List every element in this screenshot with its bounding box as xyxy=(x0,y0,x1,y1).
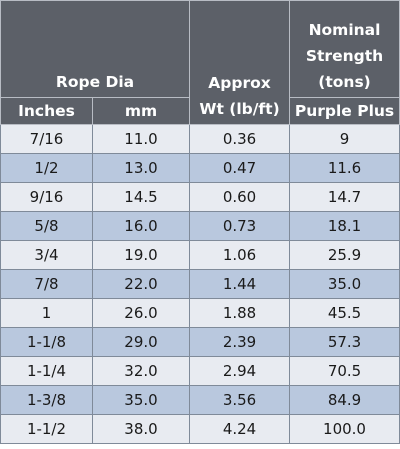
rope-dia-header: Rope Dia xyxy=(0,0,191,98)
mm-cell: 13.0 xyxy=(91,153,191,183)
table-row: 1-3/8 35.0 3.56 84.9 xyxy=(0,385,400,415)
table-row: 5/8 16.0 0.73 18.1 xyxy=(0,211,400,241)
strength-cell: 25.9 xyxy=(289,240,400,270)
strength-cell: 14.7 xyxy=(289,182,400,212)
mm-cell: 35.0 xyxy=(91,385,191,415)
table-row: 7/8 22.0 1.44 35.0 xyxy=(0,269,400,299)
weight-cell: 1.88 xyxy=(189,298,291,328)
weight-cell: 3.56 xyxy=(189,385,291,415)
strength-cell: 9 xyxy=(289,124,400,154)
weight-cell: 1.06 xyxy=(189,240,291,270)
approx-wt-header: Approx Wt (lb/ft) xyxy=(189,0,291,125)
mm-cell: 16.0 xyxy=(91,211,191,241)
mm-cell: 11.0 xyxy=(91,124,191,154)
table-row: 1/2 13.0 0.47 11.6 xyxy=(0,153,400,183)
weight-cell: 4.24 xyxy=(189,414,291,444)
nominal-strength-line-2: Strength xyxy=(305,47,384,65)
inches-cell: 1-1/2 xyxy=(0,414,93,444)
mm-cell: 26.0 xyxy=(91,298,191,328)
weight-cell: 1.44 xyxy=(189,269,291,299)
mm-cell: 32.0 xyxy=(91,356,191,386)
weight-cell: 0.47 xyxy=(189,153,291,183)
weight-cell: 0.60 xyxy=(189,182,291,212)
inches-header: Inches xyxy=(0,97,93,125)
table-row: 1-1/2 38.0 4.24 100.0 xyxy=(0,414,400,444)
mm-header: mm xyxy=(91,97,191,125)
strength-cell: 57.3 xyxy=(289,327,400,357)
weight-cell: 2.39 xyxy=(189,327,291,357)
strength-cell: 45.5 xyxy=(289,298,400,328)
table-body: 7/16 11.0 0.36 9 1/2 13.0 0.47 11.6 9/16 14.5 0.60… xyxy=(0,124,400,444)
mm-cell: 38.0 xyxy=(91,414,191,444)
inches-cell: 1 xyxy=(0,298,93,328)
table-row: 3/4 19.0 1.06 25.9 xyxy=(0,240,400,270)
table-row: 1 26.0 1.88 45.5 xyxy=(0,298,400,328)
table-row: 1-1/4 32.0 2.94 70.5 xyxy=(0,356,400,386)
strength-cell: 18.1 xyxy=(289,211,400,241)
weight-cell: 2.94 xyxy=(189,356,291,386)
header-row-top: Rope Dia Approx Wt (lb/ft) Nominal Stren… xyxy=(0,0,400,125)
strength-cell: 35.0 xyxy=(289,269,400,299)
strength-cell: 84.9 xyxy=(289,385,400,415)
inches-cell: 3/4 xyxy=(0,240,93,270)
nominal-strength-header: Nominal Strength (tons) xyxy=(289,0,400,98)
inches-cell: 1/2 xyxy=(0,153,93,183)
mm-cell: 14.5 xyxy=(91,182,191,212)
approx-wt-line-1: Approx xyxy=(208,74,271,92)
inches-cell: 9/16 xyxy=(0,182,93,212)
mm-cell: 29.0 xyxy=(91,327,191,357)
inches-cell: 1-1/4 xyxy=(0,356,93,386)
inches-cell: 1-1/8 xyxy=(0,327,93,357)
mm-cell: 22.0 xyxy=(91,269,191,299)
nominal-strength-line-3: (tons) xyxy=(318,73,371,91)
header-row-sub: Inches mm Purple Plus xyxy=(0,97,400,125)
inches-cell: 7/16 xyxy=(0,124,93,154)
table-row: 7/16 11.0 0.36 9 xyxy=(0,124,400,154)
inches-cell: 5/8 xyxy=(0,211,93,241)
strength-cell: 11.6 xyxy=(289,153,400,183)
table-row: 1-1/8 29.0 2.39 57.3 xyxy=(0,327,400,357)
weight-cell: 0.36 xyxy=(189,124,291,154)
mm-cell: 19.0 xyxy=(91,240,191,270)
inches-cell: 7/8 xyxy=(0,269,93,299)
table-header: Rope Dia Approx Wt (lb/ft) Nominal Stren… xyxy=(0,0,400,125)
strength-cell: 70.5 xyxy=(289,356,400,386)
strength-cell: 100.0 xyxy=(289,414,400,444)
approx-wt-line-2: Wt (lb/ft) xyxy=(199,100,280,118)
nominal-strength-line-1: Nominal xyxy=(308,21,381,39)
weight-cell: 0.73 xyxy=(189,211,291,241)
purple-plus-header: Purple Plus xyxy=(289,97,400,125)
table-row: 9/16 14.5 0.60 14.7 xyxy=(0,182,400,212)
inches-cell: 1-3/8 xyxy=(0,385,93,415)
